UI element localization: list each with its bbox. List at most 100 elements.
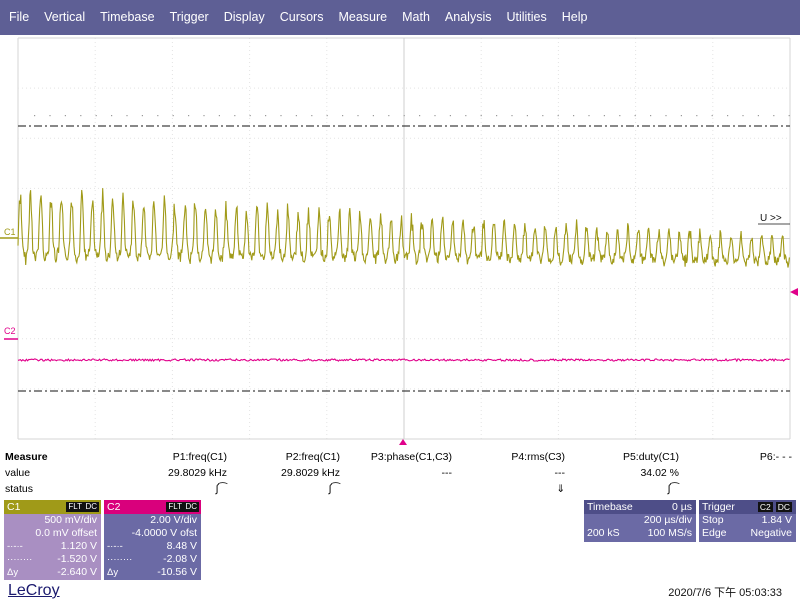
timebase-descriptor[interactable]: Timebase 0 µs 200 µs/div 200 kS 100 MS/s [584, 500, 696, 542]
measure-table[interactable]: Measure P1:freq(C1) P2:freq(C1) P3:phase… [0, 449, 800, 499]
param-p2-name[interactable]: P2:freq(C1) [285, 451, 340, 463]
cursor-dot [111, 115, 113, 117]
cursor-dot [311, 115, 313, 117]
menu-analysis[interactable]: Analysis [444, 10, 492, 24]
param-p5-value: 34.02 % [640, 467, 679, 479]
c2-delta-label: Δy [107, 567, 119, 578]
cursor-dot [711, 115, 713, 117]
cursor-dot [403, 115, 405, 117]
param-p5-status-icon: ∫⁀ [667, 483, 679, 495]
cursor-dot [95, 115, 97, 117]
cursor-readout-label[interactable]: U >> [760, 213, 782, 224]
menu-file[interactable]: File [9, 10, 30, 24]
cursor-dot [526, 115, 528, 117]
cursor-dot [727, 115, 729, 117]
param-p3-name[interactable]: P3:phase(C1,C3) [370, 451, 452, 463]
cursor-dot [157, 115, 159, 117]
param-p3-value: --- [441, 467, 453, 479]
c1-delta: -2.640 V [57, 566, 97, 578]
cursor-dot [557, 115, 559, 117]
param-p4-value: --- [554, 467, 566, 479]
cursor-dot [449, 115, 451, 117]
menu-cursors[interactable]: Cursors [279, 10, 324, 24]
waveform-display[interactable]: C1 C2 U >> [0, 35, 800, 445]
menu-vertical[interactable]: Vertical [44, 10, 86, 24]
dotted-line-icon: ········ [107, 554, 133, 565]
channel-c2-descriptor[interactable]: C2 FLT DC 2.00 V/div -4.0000 V ofst -·-·… [104, 500, 201, 580]
cursor-dot [788, 115, 790, 117]
c2-delta: -10.56 V [157, 566, 197, 578]
cursor-dot [188, 115, 190, 117]
timebase-title-bar: Timebase 0 µs [584, 500, 696, 514]
param-p1-status-icon: ∫⁀ [215, 483, 227, 495]
dash-dot-icon: -·-·- [107, 541, 123, 552]
timebase-title: Timebase [587, 501, 633, 513]
cursor-dot [388, 115, 390, 117]
trigger-source-tag: DC [775, 502, 792, 512]
cursor-dot [542, 115, 544, 117]
cursor-dot [773, 115, 775, 117]
trigger-slope: Negative [750, 527, 792, 539]
trigger-title: Trigger [702, 501, 735, 513]
c1-vdiv: 500 mV/div [44, 514, 97, 526]
cursor-dot [295, 115, 297, 117]
cursor-dot [757, 115, 759, 117]
param-p1-name[interactable]: P1:freq(C1) [172, 451, 227, 463]
timebase-samples: 200 kS [587, 527, 620, 539]
param-p5-name[interactable]: P5:duty(C1) [622, 451, 679, 463]
cursor-dot [249, 115, 251, 117]
cursor-dot [603, 115, 605, 117]
timestamp: 2020/7/6 下午 05:03:33 [668, 587, 782, 599]
cursor-dot [419, 115, 421, 117]
trigger-mode: Stop [702, 514, 724, 526]
cursor-dot [126, 115, 128, 117]
measure-header-row: Measure P1:freq(C1) P2:freq(C1) P3:phase… [0, 451, 800, 467]
menu-utilities[interactable]: Utilities [506, 10, 547, 24]
channel-c1-descriptor[interactable]: C1 FLT DC 500 mV/div 0.0 mV offset -·-·-… [4, 500, 101, 580]
menu-display[interactable]: Display [223, 10, 265, 24]
cursor-dot [218, 115, 220, 117]
measure-title: Measure [5, 451, 48, 463]
menu-help[interactable]: Help [561, 10, 588, 24]
c1-title-bar: C1 FLT DC [4, 500, 101, 514]
timebase-tdiv: 200 µs/div [643, 514, 692, 526]
trigger-level: 1.84 V [761, 514, 792, 526]
cursor-dot [680, 115, 682, 117]
c2-vdiv: 2.00 V/div [150, 514, 197, 526]
trigger-title-bar: Trigger C2 DC [699, 500, 796, 514]
timebase-rate: 100 MS/s [647, 527, 692, 539]
c1-dc-tag: DC [83, 502, 99, 512]
trigger-position-marker[interactable] [399, 439, 407, 445]
menu-trigger[interactable]: Trigger [169, 10, 209, 24]
cursor-dot [265, 115, 267, 117]
status-row-label: status [5, 483, 34, 495]
c1-delta-label: Δy [7, 567, 19, 578]
cursor-dot [372, 115, 374, 117]
c1-ground-label[interactable]: C1 [4, 227, 16, 237]
menu-measure[interactable]: Measure [338, 10, 388, 24]
trigger-descriptor[interactable]: Trigger C2 DC Stop 1.84 V Edge Negative [699, 500, 796, 542]
param-p4-name[interactable]: P4:rms(C3) [511, 451, 565, 463]
menu-bar: File Vertical Timebase Trigger Display C… [0, 0, 800, 35]
menu-timebase[interactable]: Timebase [100, 10, 155, 24]
dotted-line-icon: ········ [7, 554, 33, 565]
c1-cursor1: 1.120 V [60, 540, 97, 552]
trace-c1 [17, 188, 790, 268]
c2-cursor2: -2.08 V [163, 553, 197, 565]
trigger-source: C2 [757, 502, 773, 512]
cursor-dot [696, 115, 698, 117]
trace-c2 [17, 357, 790, 363]
cursor-dot [172, 115, 174, 117]
c1-name: C1 [7, 501, 21, 513]
c2-title-bar: C2 FLT DC [104, 500, 201, 514]
waveform-grid: C1 C2 U >> [0, 37, 798, 445]
cursor-dot [49, 115, 51, 117]
cursor-dot [342, 115, 344, 117]
cursor-dot [234, 115, 236, 117]
menu-math[interactable]: Math [402, 10, 430, 24]
cursor-dot [280, 115, 282, 117]
param-p6-name[interactable]: P6:- - - [759, 451, 792, 463]
trigger-level-marker[interactable] [790, 288, 798, 296]
cursor-dot [634, 115, 636, 117]
c2-ground-label[interactable]: C2 [4, 326, 16, 336]
